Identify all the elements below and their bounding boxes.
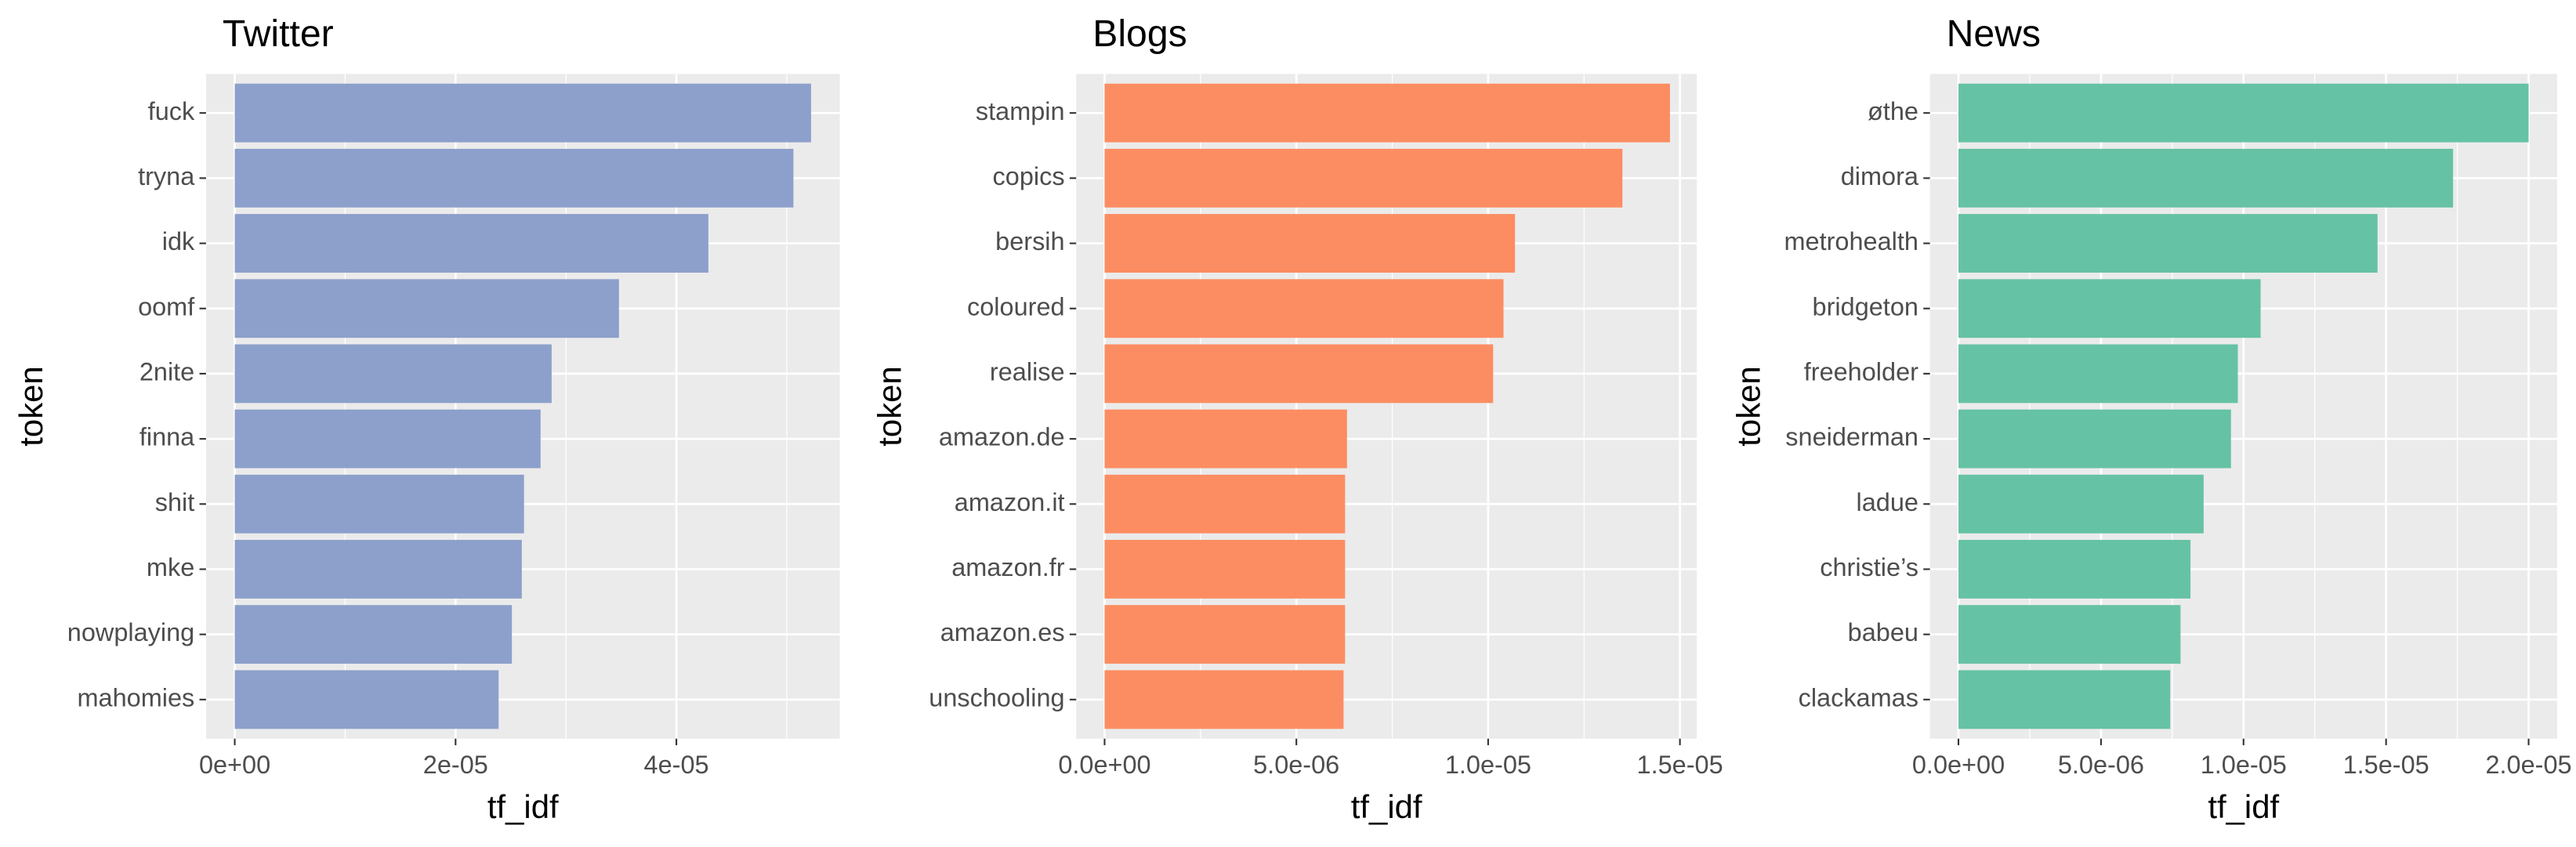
bar [1104, 83, 1670, 143]
y-tick-label: copics [993, 162, 1065, 190]
panel: fuck tryna idk oomf 2nite finna shit mke nowplay… [13, 13, 840, 825]
bar [1104, 474, 1346, 534]
y-tick-label: fuck [148, 97, 195, 125]
y-tick-label: tryna [138, 162, 195, 190]
bar [1958, 344, 2238, 404]
y-tick-label: sneiderman [1785, 423, 1918, 451]
y-tick-label: amazon.fr [951, 553, 1065, 581]
y-axis-title: token [871, 366, 908, 446]
x-tick-label: 1.5e-05 [1637, 751, 1723, 779]
y-tick-label: coloured [967, 292, 1065, 320]
x-axis-title: tf_idf [2208, 788, 2279, 825]
y-tick-label: realise [990, 357, 1065, 385]
bar [234, 279, 619, 338]
y-tick-label: 2nite [139, 357, 194, 385]
panel: stampin copics bersih coloured realise amazon… [871, 13, 1723, 825]
bar [1958, 670, 2171, 729]
x-tick-label: 1.0e-05 [1445, 751, 1531, 779]
chart-title: Twitter [223, 13, 334, 55]
y-tick-label: finna [139, 423, 195, 451]
bar [234, 148, 794, 208]
bar [1958, 279, 2261, 338]
y-tick-label: unschooling [929, 683, 1064, 711]
y-tick-label: christie’s [1820, 553, 1918, 581]
bar [1958, 605, 2181, 664]
bar [1104, 148, 1623, 208]
y-tick-label: amazon.it [955, 488, 1065, 516]
y-tick-label: babeu [1848, 618, 1918, 646]
bar [1104, 409, 1347, 469]
bar [1104, 279, 1504, 338]
y-tick-label: idk [162, 227, 195, 255]
y-tick-label: metrohealth [1784, 227, 1918, 255]
bar [234, 670, 499, 729]
chart-title: Blogs [1092, 13, 1187, 55]
y-tick-label: amazon.es [940, 618, 1065, 646]
y-tick-label: amazon.de [939, 423, 1065, 451]
x-axis-title: tf_idf [1351, 788, 1422, 825]
x-axis-title: tf_idf [487, 788, 559, 825]
x-tick-label: 1.5e-05 [2343, 751, 2429, 779]
bar [1104, 540, 1346, 599]
y-tick-label: øthe [1868, 97, 1918, 125]
bar [1104, 670, 1344, 729]
y-tick-label: stampin [976, 97, 1065, 125]
y-tick-label: freeholder [1804, 357, 1918, 385]
chart-title: News [1947, 13, 2041, 55]
y-tick-label: mahomies [77, 683, 194, 711]
bar [1958, 83, 2529, 143]
y-tick-label: bersih [995, 227, 1064, 255]
x-tick-label: 1.0e-05 [2201, 751, 2287, 779]
bar [1958, 540, 2191, 599]
x-tick-label: 0e+00 [199, 751, 270, 779]
bar [1104, 214, 1516, 273]
bar [234, 409, 541, 469]
x-tick-label: 4e-05 [644, 751, 709, 779]
x-tick-label: 5.0e-06 [2058, 751, 2144, 779]
bar [1104, 605, 1346, 664]
x-tick-label: 0.0e+00 [1058, 751, 1150, 779]
x-tick-label: 5.0e-06 [1253, 751, 1339, 779]
y-tick-label: shit [155, 488, 195, 516]
y-tick-label: nowplaying [67, 618, 194, 646]
bar [1958, 148, 2454, 208]
bar [234, 474, 524, 534]
bar [1958, 214, 2378, 273]
y-axis-title: token [1730, 366, 1766, 446]
y-tick-label: ladue [1857, 488, 1918, 516]
bar [1958, 409, 2231, 469]
x-tick-label: 2e-05 [423, 751, 488, 779]
bar [234, 344, 552, 404]
y-tick-label: bridgeton [1813, 292, 1918, 320]
bar [234, 214, 708, 273]
bar [234, 83, 811, 143]
y-tick-label: oomf [138, 292, 195, 320]
x-tick-label: 0.0e+00 [1912, 751, 2005, 779]
panel: øthe dimora metrohealth bridgeton freeholder… [1730, 13, 2571, 825]
bar [1104, 344, 1494, 404]
y-axis-title: token [13, 366, 49, 446]
y-tick-label: clackamas [1799, 683, 1918, 711]
y-tick-label: mke [147, 553, 194, 581]
x-tick-label: 2.0e-05 [2485, 751, 2571, 779]
bar [1958, 474, 2204, 534]
bar [234, 605, 513, 664]
y-tick-label: dimora [1841, 162, 1919, 190]
bar [234, 540, 522, 599]
